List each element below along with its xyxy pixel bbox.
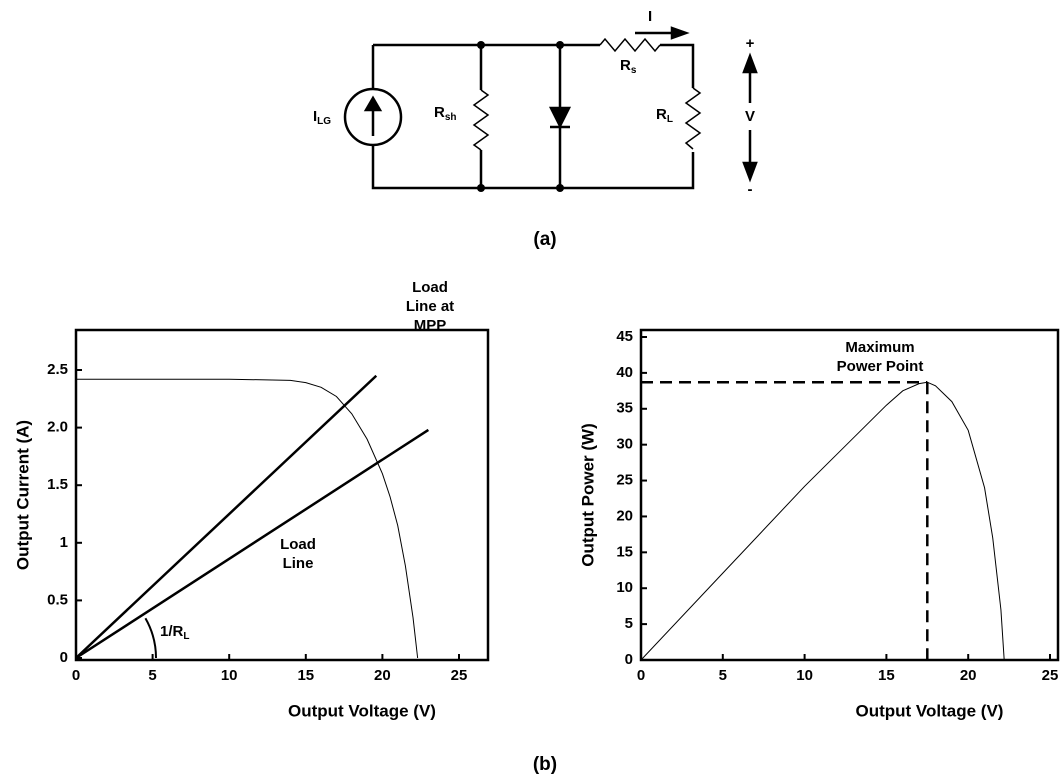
x-tick-label: 15 xyxy=(878,667,895,684)
y-tick-label: 0 xyxy=(60,649,68,666)
y-axis-label: Output Current (A) xyxy=(13,420,32,570)
current-arrow xyxy=(635,26,690,40)
y-tick-label: 45 xyxy=(616,328,633,345)
series-resistor xyxy=(599,37,661,53)
y-tick-label: 1.5 xyxy=(47,476,68,493)
series-label: Rs xyxy=(620,57,637,76)
y-tick-label: 25 xyxy=(616,472,633,489)
annotation: MPP xyxy=(414,317,447,334)
x-tick-label: 5 xyxy=(148,667,156,684)
x-axis-label: Output Voltage (V) xyxy=(856,701,1004,720)
y-tick-label: 1 xyxy=(60,534,68,551)
minus-label: - xyxy=(748,181,753,198)
annotation: Line at xyxy=(406,298,454,315)
y-tick-label: 15 xyxy=(616,543,633,560)
x-tick-label: 25 xyxy=(1042,667,1059,684)
y-tick-label: 20 xyxy=(616,507,633,524)
annotation: Power Point xyxy=(837,358,924,375)
y-tick-label: 2.0 xyxy=(47,419,68,436)
x-tick-label: 10 xyxy=(221,667,238,684)
caption-a: (a) xyxy=(533,229,556,250)
y-tick-label: 0 xyxy=(625,651,633,668)
wires xyxy=(371,43,695,190)
x-tick-label: 5 xyxy=(719,667,727,684)
nodes xyxy=(477,41,564,192)
line xyxy=(75,428,430,660)
x-tick-label: 0 xyxy=(637,667,645,684)
x-tick-label: 20 xyxy=(960,667,977,684)
slope-label: 1/RL xyxy=(160,623,189,642)
shunt-label: Rsh xyxy=(434,104,457,123)
y-tick-label: 5 xyxy=(625,615,633,632)
line xyxy=(76,378,419,659)
annotation: Load xyxy=(280,536,316,553)
caption-b: (b) xyxy=(533,754,557,775)
source-label: ILG xyxy=(313,108,331,127)
x-tick-label: 0 xyxy=(72,667,80,684)
y-tick-label: 0.5 xyxy=(47,591,68,608)
current-label: I xyxy=(648,8,652,25)
circuit: I ILG Rsh Rs RL V + - (a) xyxy=(313,8,758,250)
load-resistor xyxy=(684,87,702,150)
source-arrow xyxy=(363,95,383,136)
plot-frame xyxy=(74,328,490,662)
line xyxy=(75,374,378,659)
x-tick-label: 15 xyxy=(297,667,314,684)
y-tick-label: 40 xyxy=(616,364,633,381)
line xyxy=(640,381,1005,661)
y-tick-label: 30 xyxy=(616,436,633,453)
annotation: Line xyxy=(283,555,314,572)
load-label: RL xyxy=(656,106,673,125)
shunt-resistor xyxy=(472,89,490,151)
x-tick-label: 20 xyxy=(374,667,391,684)
y-tick-label: 35 xyxy=(616,400,633,417)
x-axis-label: Output Voltage (V) xyxy=(288,701,436,720)
annotation: Load xyxy=(412,279,448,296)
y-tick-label: 2.5 xyxy=(47,361,68,378)
plus-label: + xyxy=(746,35,755,52)
y-tick-label: 10 xyxy=(616,579,633,596)
voltage-arrows xyxy=(742,52,758,183)
annotation: Maximum xyxy=(845,339,914,356)
plot-frame xyxy=(639,328,1060,662)
slope-arc xyxy=(144,617,157,659)
y-axis-label: Output Power (W) xyxy=(578,423,597,567)
diode xyxy=(548,106,572,129)
current-source xyxy=(343,87,403,147)
x-tick-label: 25 xyxy=(451,667,468,684)
voltage-label: V xyxy=(745,108,755,125)
x-tick-label: 10 xyxy=(796,667,813,684)
